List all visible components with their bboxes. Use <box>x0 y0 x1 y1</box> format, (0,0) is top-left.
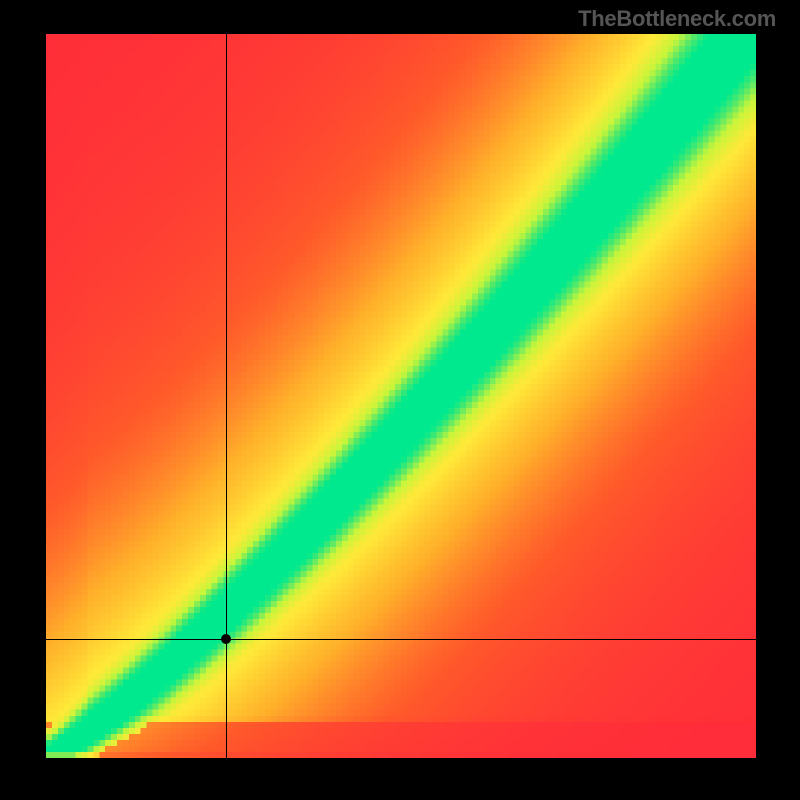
crosshair-vertical <box>226 34 227 758</box>
watermark-text: TheBottleneck.com <box>578 6 776 32</box>
heatmap-canvas <box>46 34 756 758</box>
marker-dot <box>221 634 231 644</box>
chart-container: TheBottleneck.com <box>0 0 800 800</box>
crosshair-horizontal <box>46 639 756 640</box>
heatmap-plot-area <box>46 34 756 758</box>
